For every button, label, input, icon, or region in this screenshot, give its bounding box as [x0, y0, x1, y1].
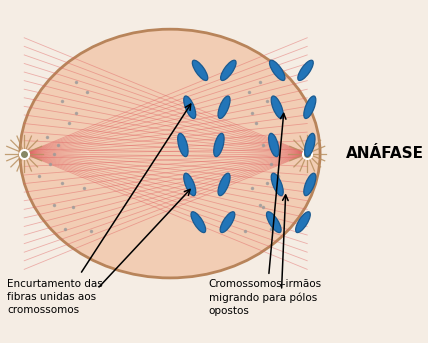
Ellipse shape: [270, 60, 285, 81]
Ellipse shape: [305, 133, 315, 157]
Ellipse shape: [267, 212, 281, 233]
Ellipse shape: [304, 96, 316, 118]
Text: Encurtamento das
fibras unidas aos
cromossomos: Encurtamento das fibras unidas aos cromo…: [7, 279, 103, 315]
Ellipse shape: [271, 96, 283, 118]
Ellipse shape: [296, 212, 310, 233]
Ellipse shape: [178, 133, 188, 157]
Ellipse shape: [218, 173, 230, 196]
Ellipse shape: [304, 173, 316, 196]
Text: ANÁFASE: ANÁFASE: [346, 146, 424, 161]
Ellipse shape: [184, 173, 196, 196]
Ellipse shape: [191, 212, 205, 233]
Ellipse shape: [192, 60, 208, 81]
Ellipse shape: [220, 212, 235, 233]
Ellipse shape: [271, 173, 283, 196]
Ellipse shape: [298, 60, 313, 81]
Ellipse shape: [20, 29, 320, 278]
Text: Cromossomos-irmãos
migrando para pólos
opostos: Cromossomos-irmãos migrando para pólos o…: [208, 279, 322, 316]
Ellipse shape: [269, 133, 279, 157]
Ellipse shape: [214, 133, 224, 157]
Ellipse shape: [184, 96, 196, 118]
Ellipse shape: [220, 60, 236, 81]
Ellipse shape: [218, 96, 230, 118]
